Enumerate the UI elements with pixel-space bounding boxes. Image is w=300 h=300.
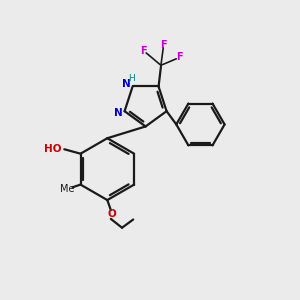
Text: F: F [160, 40, 167, 50]
Text: N: N [114, 108, 122, 118]
Text: O: O [107, 209, 116, 220]
Text: F: F [176, 52, 183, 62]
Text: N: N [122, 79, 130, 89]
Text: F: F [140, 46, 147, 56]
Text: HO: HO [44, 144, 62, 154]
Text: Me: Me [60, 184, 74, 194]
Text: H: H [128, 74, 134, 83]
